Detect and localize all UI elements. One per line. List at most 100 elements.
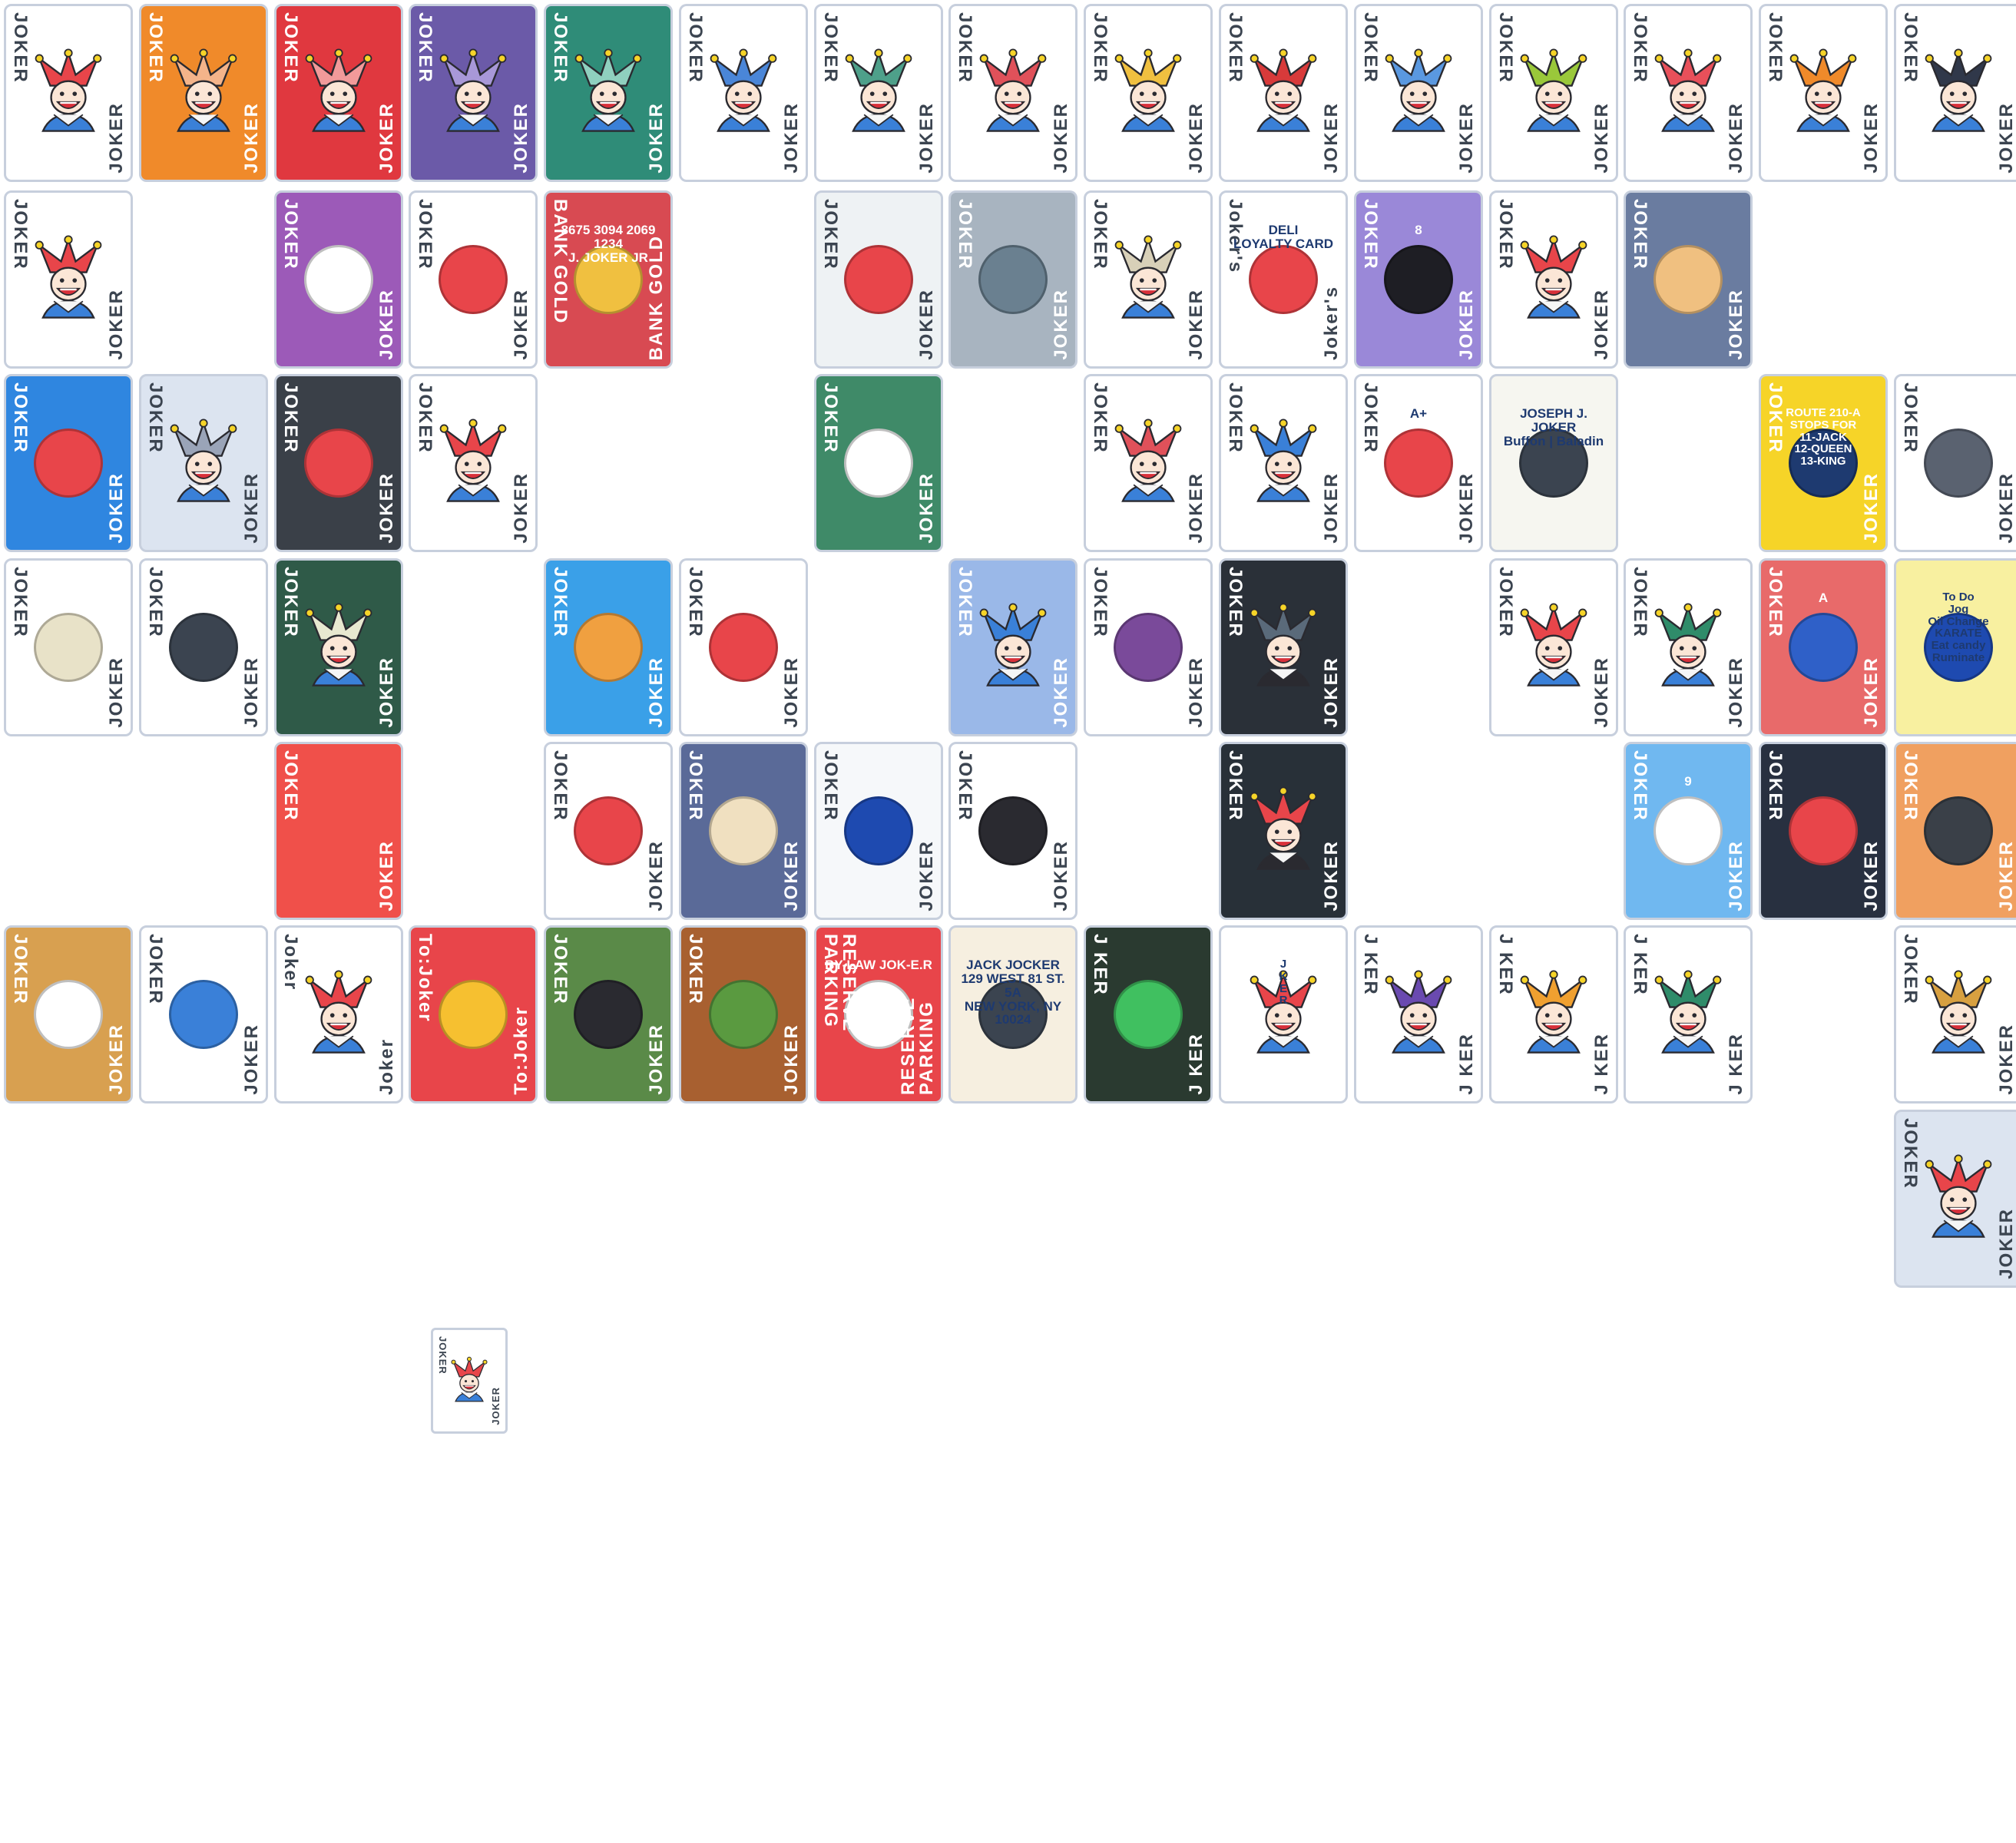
card-striped-blue-jester[interactable]: JOKER JOKER xyxy=(948,558,1078,736)
card-mountain-sunset[interactable]: JOKER JOKER xyxy=(1624,190,1753,369)
card-dark-grin[interactable]: JOKER JOKER xyxy=(1894,4,2016,182)
card-text-line: A xyxy=(1818,591,1829,605)
card-green-felt-solitaire[interactable]: JOKER JOKER xyxy=(814,374,943,552)
card-lime-grin[interactable]: JOKER JOKER xyxy=(1489,4,1618,182)
card-text: JOSEPH J. JOKER Buffon | Baladin xyxy=(1499,407,1608,448)
card-corner-label: JOKER xyxy=(437,1336,449,1375)
card-cracked-jester[interactable]: JOKER JOKER xyxy=(4,190,133,369)
card-golden-ratio[interactable]: JOKER JOKER xyxy=(4,374,133,552)
card-corner-label-inverted: JOKER xyxy=(1186,289,1207,360)
card-blue-jester-2[interactable]: JOKER JOKER xyxy=(1219,374,1348,552)
card-vampire[interactable]: JOKER JOKER xyxy=(948,742,1078,920)
card-cloud-nine[interactable]: JOKER JOKER 9 xyxy=(1624,742,1753,920)
card-text: DELI LOYALTY CARD xyxy=(1229,223,1338,251)
card-pattern-jester-1[interactable]: J KER J KER xyxy=(1489,925,1618,1103)
card-space-jester[interactable]: JOKER JOKER xyxy=(1219,558,1348,736)
card-rainbow-grin[interactable]: JOKER JOKER xyxy=(1624,4,1753,182)
card-yellow-jester-cards[interactable]: JOKER JOKER xyxy=(1084,4,1213,182)
card-ice-cream[interactable]: JOKER JOKER xyxy=(544,558,673,736)
card-leopard-mask[interactable]: JOKER JOKER xyxy=(4,925,133,1103)
card-deli-card[interactable]: Joker's Joker's DELI LOYALTY CARD xyxy=(1219,190,1348,369)
card-corner-label-inverted: JOKER xyxy=(1186,472,1207,544)
card-sketch-jester[interactable]: JOKER JOKER xyxy=(274,558,403,736)
jester-icon xyxy=(1250,786,1317,870)
card-corner-label: JOKER xyxy=(1360,12,1381,84)
card-reserve-parking[interactable]: RESERVE PARKING RESERVE PARKING BY-LAW JOK… xyxy=(814,925,943,1103)
jester-icon xyxy=(546,6,670,180)
jester-icon xyxy=(951,561,1075,734)
card-todo-note[interactable]: To Do Jog Oil Change KARATE Eat candy Ruminat… xyxy=(1894,558,2016,736)
card-bean[interactable]: JOKER JOKER xyxy=(544,925,673,1103)
card-egg[interactable]: JOKER JOKER xyxy=(4,558,133,736)
card-ghost-jester[interactable]: JOKER JOKER xyxy=(1084,190,1213,369)
card-business-card[interactable]: JOSEPH J. JOKER Buffon | Baladin xyxy=(1489,374,1618,552)
card-red-hearts-back[interactable]: JOKER JOKER xyxy=(274,4,403,182)
jester-icon xyxy=(1925,970,1992,1054)
card-stock-chart[interactable]: J KER J KER xyxy=(1084,925,1213,1103)
card-third-eye[interactable]: JOKER JOKER xyxy=(1084,558,1213,736)
card-bus-sign[interactable]: JOKER JOKER ROUTE 210-A STOPS FOR 11-JACK 12-… xyxy=(1759,374,1888,552)
card-astronaut[interactable]: JOKER JOKER xyxy=(1894,374,2016,552)
card-fire-demon[interactable]: JOKER JOKER xyxy=(274,374,403,552)
card-luchador[interactable]: JOKER JOKER xyxy=(139,925,268,1103)
card-gift-box[interactable]: To:Joker To:Joker xyxy=(409,925,538,1103)
card-corner-label: JOKER xyxy=(1900,750,1921,822)
card-tiny-jester[interactable]: JOKER JOKER xyxy=(431,1328,508,1434)
card-corner-label-inverted: JOKER xyxy=(376,840,397,912)
card-red-jester-cards[interactable]: JOKER JOKER xyxy=(948,4,1078,182)
card-corner-label-inverted: J KER xyxy=(1591,1033,1612,1095)
card-polaroid-jester[interactable]: Joker Joker xyxy=(274,925,403,1103)
vine-icon-shape xyxy=(709,980,778,1049)
jester-icon xyxy=(35,48,102,132)
card-blue-grin[interactable]: JOKER JOKER xyxy=(1354,4,1483,182)
card-pixel-jester[interactable]: JOKER JOKER xyxy=(544,742,673,920)
card-monolith[interactable]: JOKER JOKER xyxy=(1894,742,2016,920)
card-headless-red[interactable]: JOKER JOKER xyxy=(1489,558,1618,736)
card-corner-label-inverted: JOKER xyxy=(1321,102,1342,174)
card-sunset-grin[interactable]: JOKER JOKER xyxy=(1759,4,1888,182)
jester-icon xyxy=(411,6,535,180)
card-air-mail[interactable]: JACK JOCKER 129 WEST 81 ST. 5A NEW YORK, N… xyxy=(948,925,1078,1103)
bank-card-icon xyxy=(546,193,670,366)
card-pattern-jester-2[interactable]: J KER J KER xyxy=(1624,925,1753,1103)
card-dna[interactable]: JOKER JOKER xyxy=(679,558,808,736)
card-purple-swirl-hand[interactable]: JOKER JOKER xyxy=(274,190,403,369)
card-red-jester-2[interactable]: JOKER JOKER xyxy=(1084,374,1213,552)
card-rocket[interactable]: JOKER JOKER xyxy=(1759,742,1888,920)
card-green-clubs-back[interactable]: JOKER JOKER xyxy=(544,4,673,182)
card-green-jester-2[interactable]: JOKER JOKER xyxy=(1624,558,1753,736)
card-bank-card[interactable]: BANK GOLD BANK GOLD 8675 3094 2069 1234 J. … xyxy=(544,190,673,369)
card-corner-label: JOKER xyxy=(10,567,31,638)
card-wave-rock[interactable]: JOKER JOKER xyxy=(948,190,1078,369)
card-gold-jester[interactable]: JOKER JOKER xyxy=(1894,925,2016,1103)
card-mime[interactable]: JOKER JOKER xyxy=(409,190,538,369)
card-prisoner[interactable]: JOKER JOKER xyxy=(139,558,268,736)
card-paint-swatch[interactable]: JOKER JOKER xyxy=(1489,190,1618,369)
card-red-hand-fan[interactable]: JOKER JOKER xyxy=(1219,4,1348,182)
card-theater-flame[interactable]: JOKER JOKER xyxy=(679,742,808,920)
card-green-jester[interactable]: JOKER JOKER xyxy=(814,4,943,182)
card-glass-jester-2[interactable]: JOKER JOKER xyxy=(1894,1110,2016,1288)
card-purple-spades-back[interactable]: JOKER JOKER xyxy=(409,4,538,182)
card-text: 8675 3094 2069 1234 J. JOKER JR xyxy=(554,223,663,265)
card-eight-ball[interactable]: JOKER JOKER 8 xyxy=(1354,190,1483,369)
jester-icon xyxy=(451,1356,488,1402)
bus-icon-shape xyxy=(1789,428,1858,498)
card-joker-logo[interactable]: JOKER JOKER xyxy=(814,742,943,920)
card-text: 8 xyxy=(1364,223,1473,237)
card-classic-white[interactable]: JOKER JOKER xyxy=(4,4,133,182)
bus-icon xyxy=(1761,376,1885,550)
card-orange-back[interactable]: JOKER JOKER xyxy=(139,4,268,182)
card-red-blank[interactable]: JOKER JOKER xyxy=(274,742,403,920)
card-corner-label: JOKER xyxy=(1765,750,1786,822)
card-splash-jester[interactable]: JOKER JOKER xyxy=(409,374,538,552)
card-turban-jester[interactable]: J KER J KER xyxy=(1354,925,1483,1103)
card-dark-neon-jester[interactable]: JOKER JOKER xyxy=(1219,742,1348,920)
card-windsock[interactable]: JOKER JOKER xyxy=(814,190,943,369)
card-vine-bark[interactable]: JOKER JOKER xyxy=(679,925,808,1103)
card-glass-jester[interactable]: JOKER JOKER xyxy=(139,374,268,552)
card-graduate[interactable]: JOKER JOKER A+ xyxy=(1354,374,1483,552)
card-blue-jester[interactable]: JOKER JOKER xyxy=(679,4,808,182)
card-a-train[interactable]: JOKER JOKER A xyxy=(1759,558,1888,736)
